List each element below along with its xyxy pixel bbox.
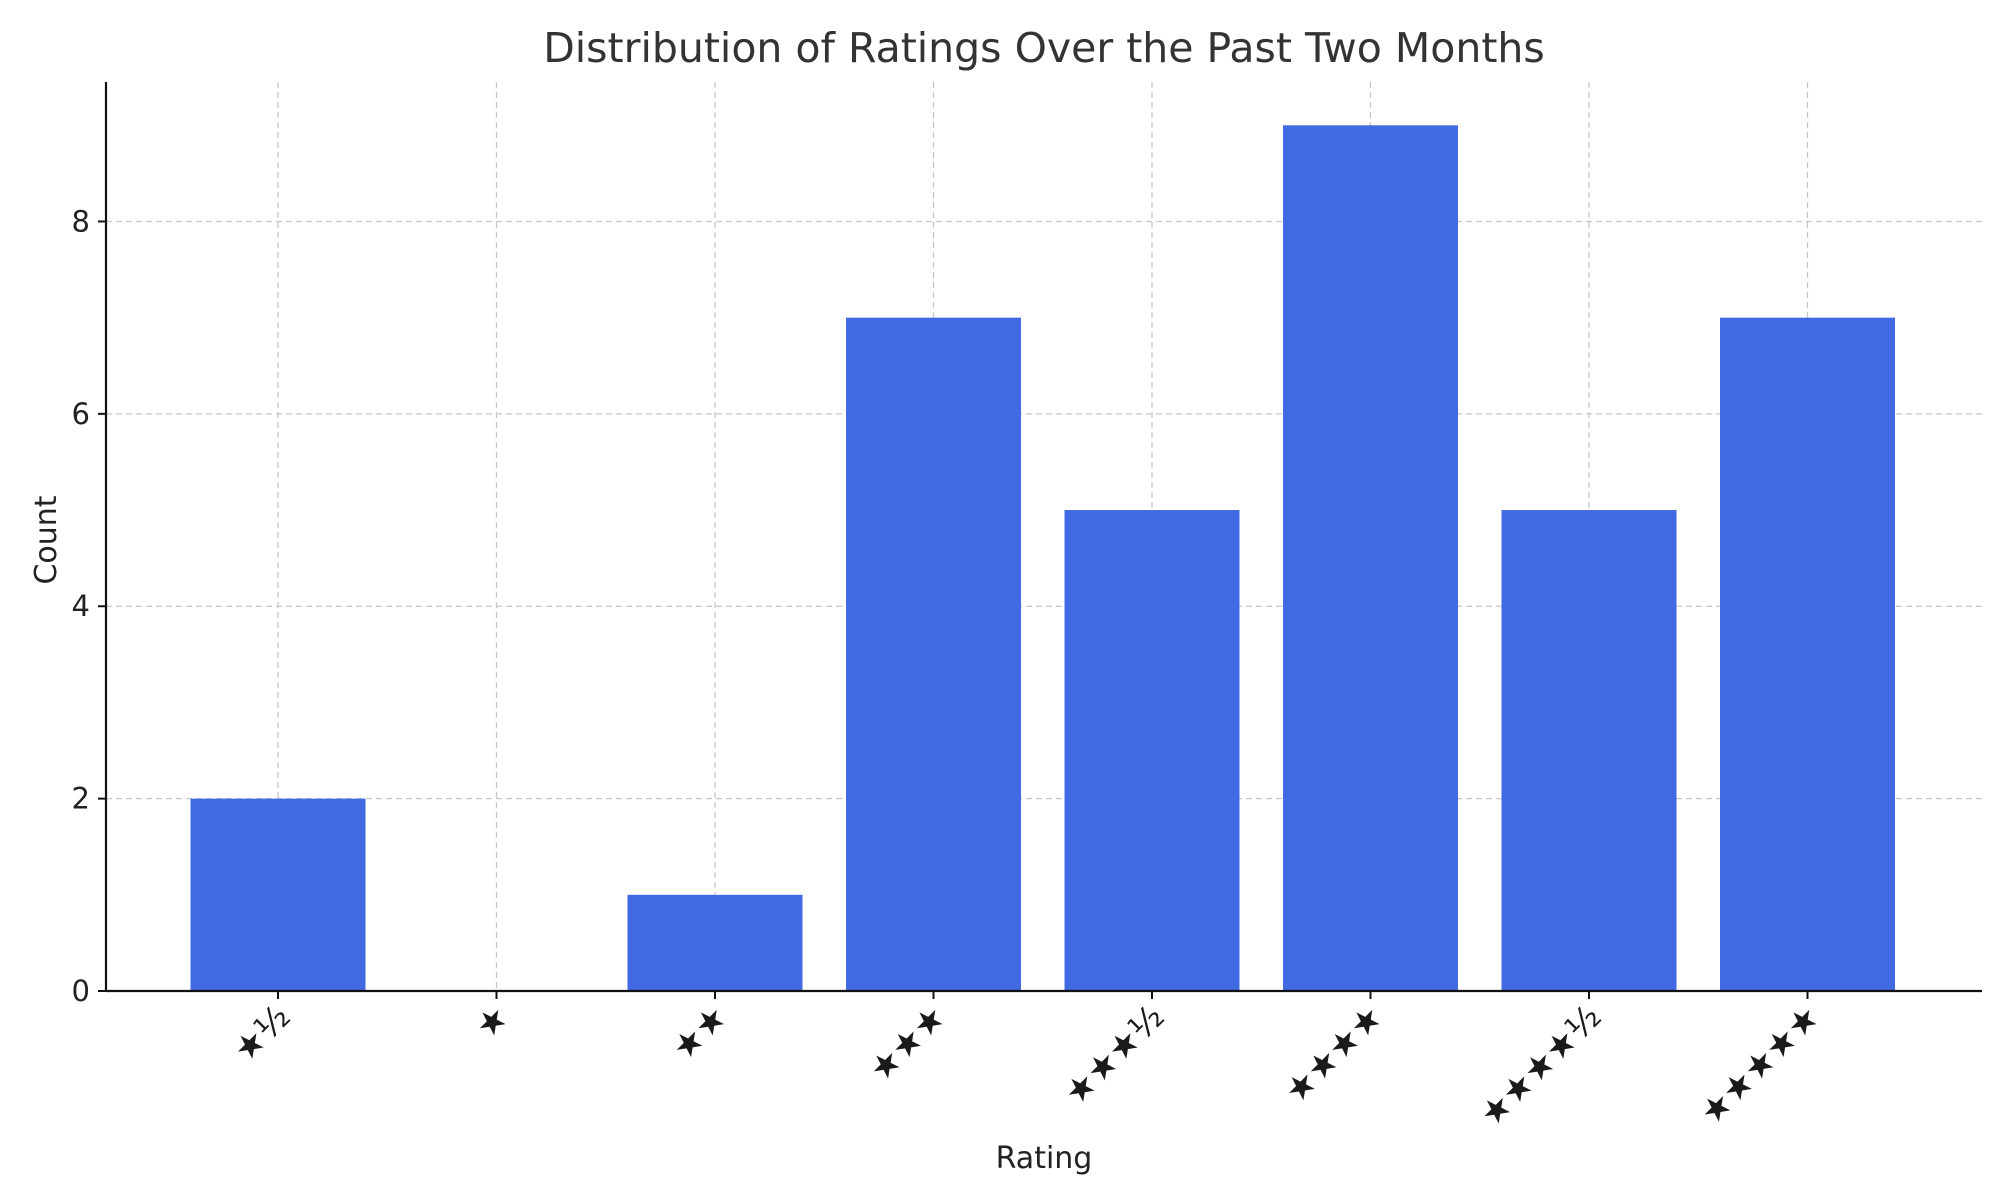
x-tick-label-7: ★★★★★	[1692, 997, 1828, 1133]
bar-7	[1720, 317, 1895, 992]
bar-layer	[190, 125, 1895, 992]
bar-3	[846, 317, 1021, 992]
x-tick-label-6: ★★★★½	[1472, 997, 1610, 1135]
x-tick-label-2: ★★	[664, 997, 735, 1068]
x-tick-label-5: ★★★★	[1276, 997, 1390, 1111]
y-ticks: 0 2 4 6 8	[72, 204, 106, 1008]
grid-layer	[106, 82, 1982, 991]
y-tick-label-3: 6	[72, 397, 90, 431]
y-tick-label-4: 8	[72, 204, 90, 238]
y-tick-label-1: 2	[72, 782, 90, 816]
bar-0	[190, 798, 366, 991]
x-axis-label: Rating	[996, 1141, 1093, 1176]
bar-6	[1501, 510, 1677, 991]
x-tick-label-0: ★½	[225, 997, 298, 1070]
x-tick-label-1: ★	[467, 997, 517, 1047]
y-axis-label: Count	[29, 495, 64, 584]
x-tick-label-4: ★★★½	[1056, 997, 1172, 1113]
y-tick-label-2: 4	[72, 589, 90, 623]
chart-title: Distribution of Ratings Over the Past Tw…	[543, 24, 1545, 72]
bar-5	[1283, 125, 1458, 992]
x-ticks: ★½ ★ ★★ ★★★ ★★★½ ★★★★ ★★★★½ ★★★★★	[225, 991, 1828, 1135]
bar-2	[627, 894, 803, 991]
y-tick-label-0: 0	[72, 974, 90, 1008]
x-tick-label-3: ★★★	[861, 997, 954, 1090]
bar-4	[1064, 510, 1240, 991]
